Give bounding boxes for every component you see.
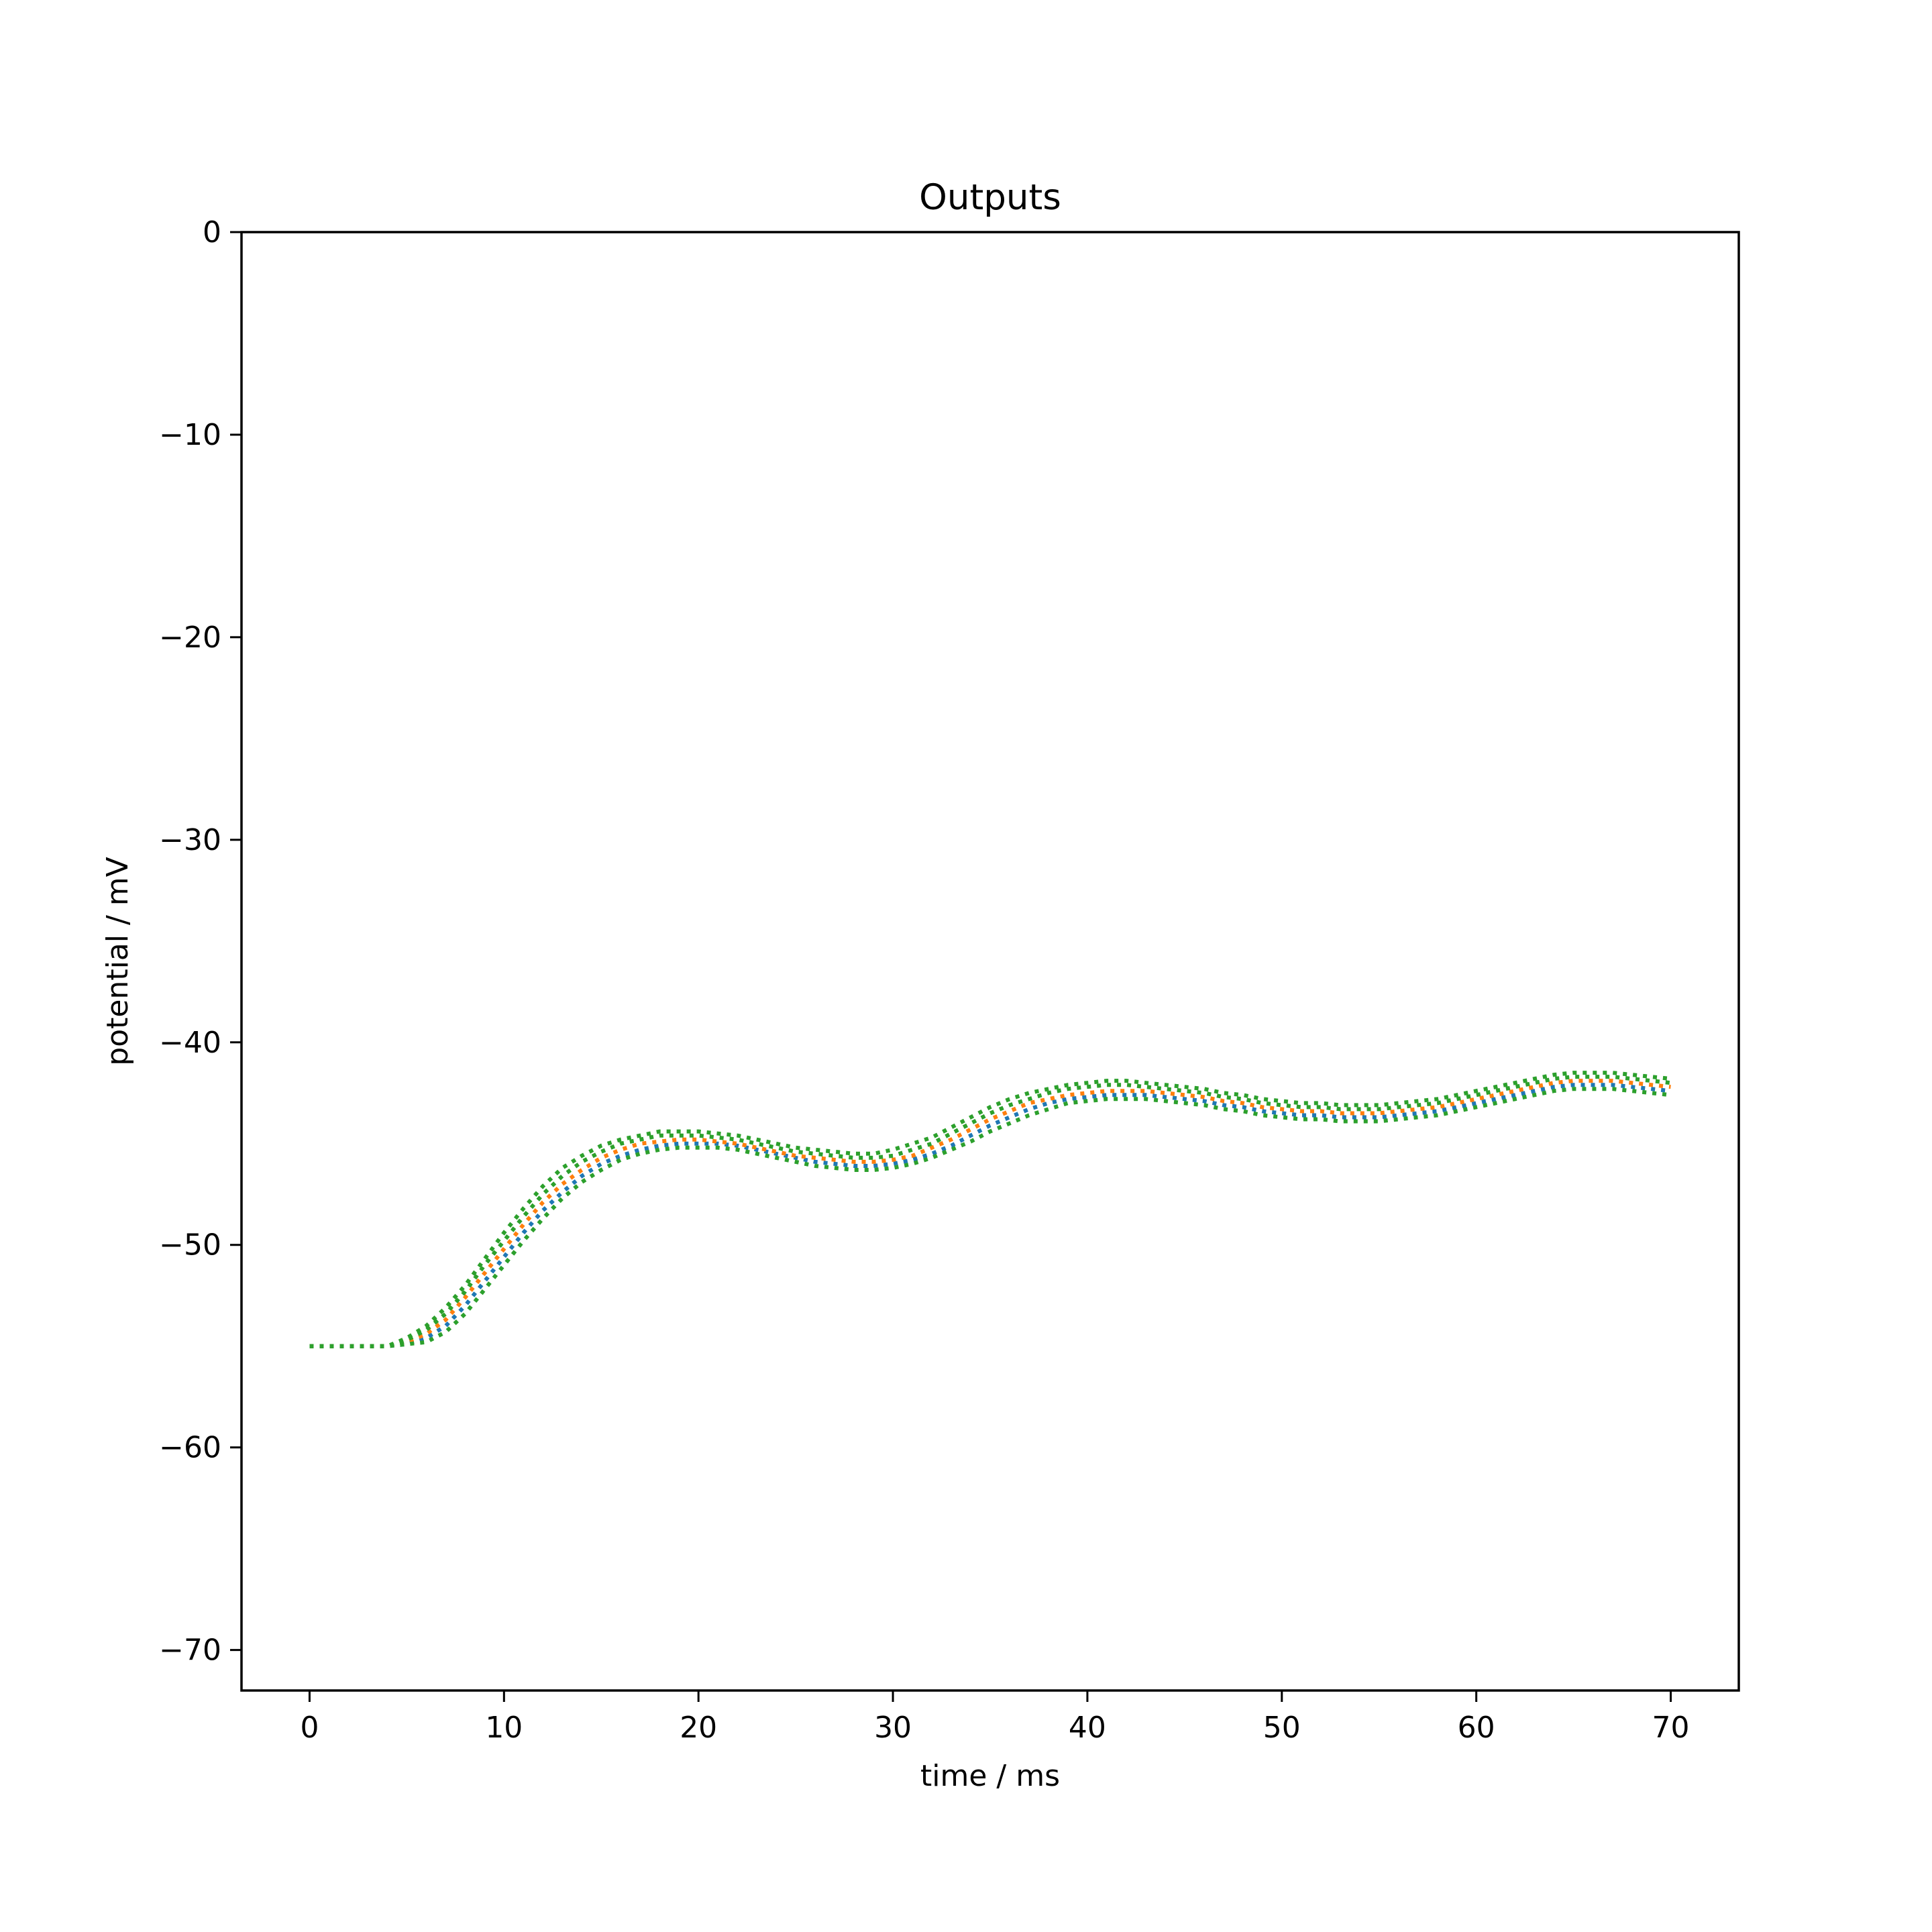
y-tick-label: 0 <box>203 215 221 250</box>
x-tick-label: 20 <box>680 1711 717 1745</box>
x-tick-label: 10 <box>485 1711 523 1745</box>
y-tick-label: −70 <box>159 1633 221 1668</box>
x-ticks: 0 10 20 30 40 50 60 70 <box>300 1690 1690 1745</box>
x-tick-label: 0 <box>300 1711 319 1745</box>
y-axis-label: potential / mV <box>101 857 135 1065</box>
y-tick-label: −10 <box>159 418 221 452</box>
x-tick-label: 70 <box>1652 1711 1690 1745</box>
x-tick-label: 30 <box>874 1711 912 1745</box>
y-ticks: 0 −10 −20 −30 −40 −50 −60 −70 <box>159 215 241 1668</box>
axes-frame <box>240 231 1740 1692</box>
x-tick-label: 50 <box>1263 1711 1301 1745</box>
series-line-2 <box>309 1079 1671 1348</box>
y-tick-label: −30 <box>159 823 221 857</box>
x-tick-label: 40 <box>1069 1711 1106 1745</box>
series-line-3 <box>309 1075 1671 1348</box>
series-line-4 <box>309 1087 1671 1348</box>
x-tick-label: 60 <box>1458 1711 1495 1745</box>
y-tick-label: −50 <box>159 1228 221 1263</box>
chart-title: Outputs <box>919 177 1061 218</box>
y-tick-label: −20 <box>159 621 221 655</box>
x-axis-label: time / ms <box>920 1759 1060 1793</box>
y-tick-label: −60 <box>159 1431 221 1465</box>
series-line-5 <box>309 1071 1671 1348</box>
y-tick-label: −40 <box>159 1026 221 1060</box>
series-layer <box>309 1071 1671 1348</box>
